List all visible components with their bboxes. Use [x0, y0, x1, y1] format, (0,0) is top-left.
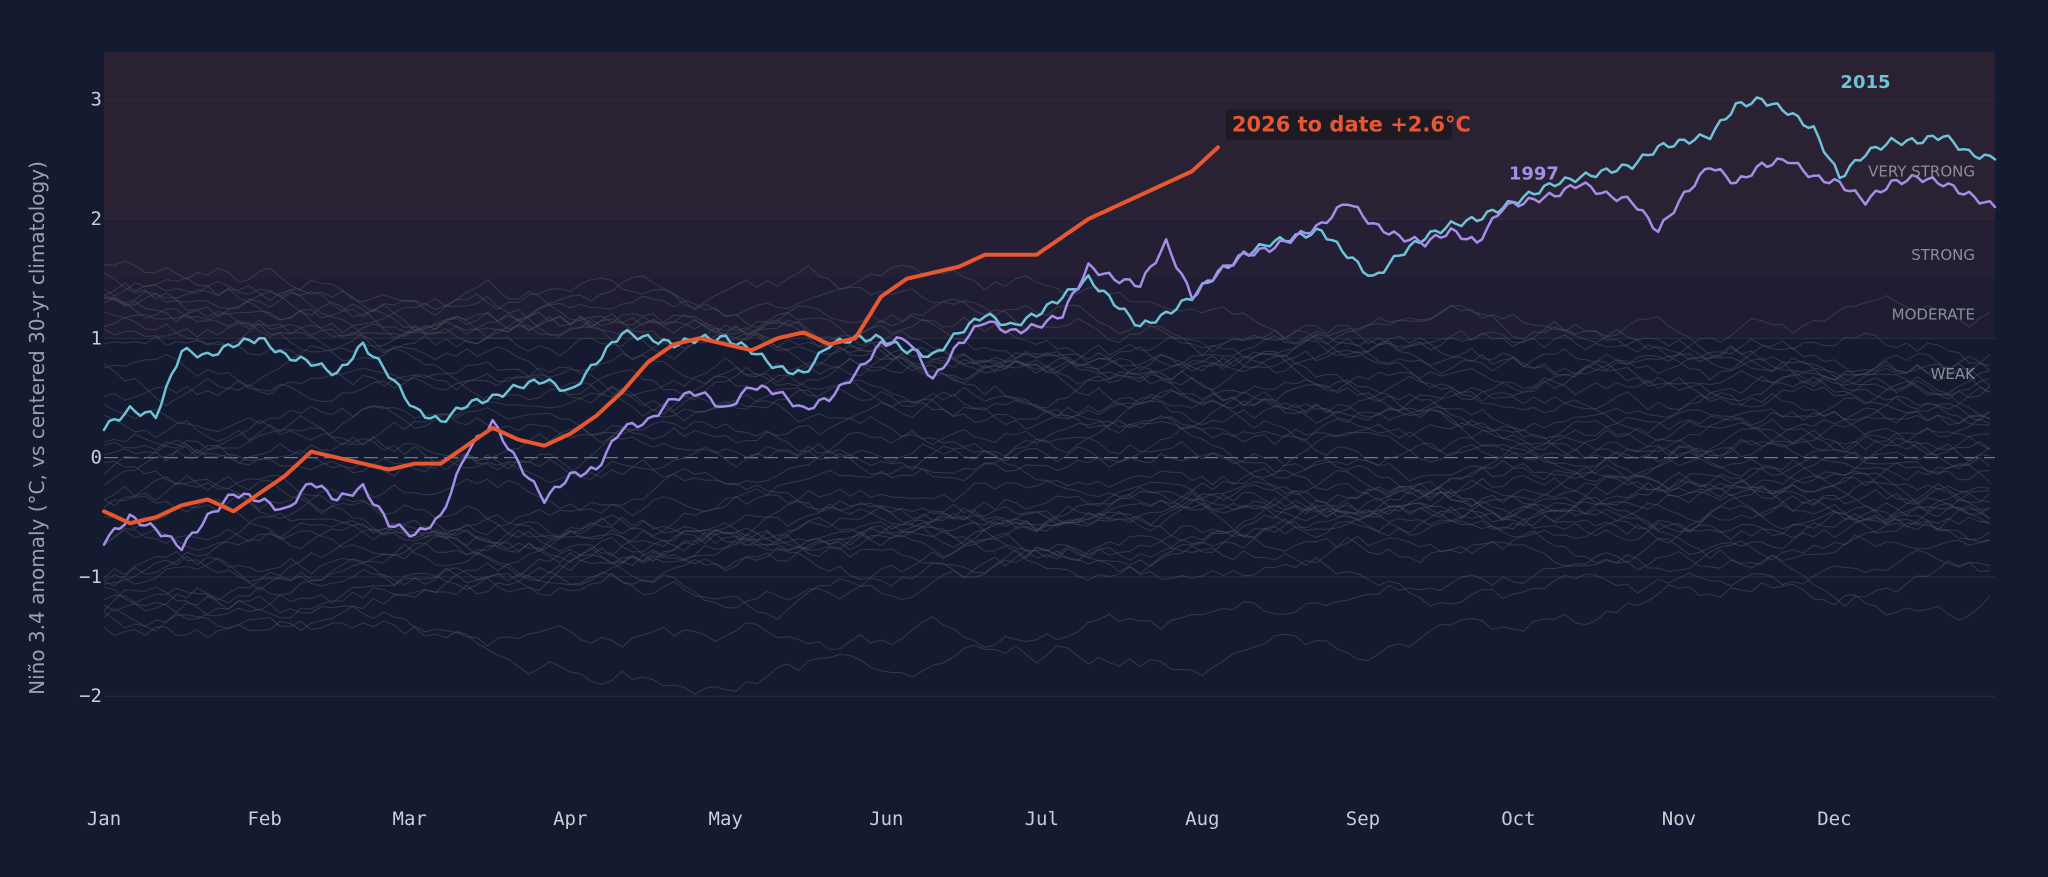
- background-year-line: [103, 317, 1991, 521]
- background-year-line: [103, 457, 1991, 591]
- x-tick-label: Jan: [87, 808, 121, 830]
- background-year-line: [103, 479, 1990, 591]
- background-year-line: [103, 277, 1990, 376]
- background-year-line: [103, 474, 1990, 607]
- grid-lines: [104, 99, 1995, 697]
- background-year-line: [103, 324, 1991, 401]
- x-axis-ticks: Jan Feb Mar Apr May Jun Jul Aug Sep Oct Nov Dec: [87, 808, 1852, 830]
- highlight-series: [102, 96, 1997, 552]
- y-axis-ticks: −2 −1 0 1 2 3: [79, 89, 102, 707]
- background-year-lines: [103, 260, 1991, 695]
- y-axis-label: Niño 3.4 anomaly (°C, vs centered 30-yr …: [25, 161, 49, 695]
- annotation-2026-bg: [1225, 109, 1452, 140]
- background-year-line: [103, 282, 1991, 409]
- background-year-line: [103, 370, 1990, 450]
- background-year-line: [103, 332, 1991, 420]
- background-year-line: [103, 404, 1990, 567]
- x-tick-label: Jul: [1025, 808, 1059, 830]
- y-tick-label: 0: [91, 447, 102, 469]
- y-tick-label: 2: [91, 208, 102, 230]
- background-year-line: [103, 582, 1991, 695]
- annotation-2015: 2015: [1840, 72, 1890, 93]
- series-line-2015: [102, 96, 1997, 432]
- background-year-line: [103, 482, 1990, 619]
- x-tick-label: May: [709, 808, 743, 830]
- band-label-very-strong: VERY STRONG: [1868, 162, 1975, 180]
- x-tick-label: Sep: [1346, 808, 1380, 830]
- background-year-line: [103, 376, 1990, 486]
- background-year-line: [103, 492, 1991, 651]
- background-year-line: [103, 295, 1991, 393]
- y-tick-label: −1: [79, 566, 102, 588]
- background-year-line: [103, 414, 1990, 498]
- x-tick-label: Dec: [1817, 808, 1851, 830]
- y-tick-label: −2: [79, 685, 102, 707]
- y-tick-label: 3: [91, 89, 102, 111]
- background-year-line: [103, 440, 1990, 585]
- background-year-line: [103, 502, 1991, 632]
- series-line-1997: [102, 157, 1997, 552]
- x-tick-label: Apr: [553, 808, 587, 830]
- background-year-line: [103, 297, 1990, 503]
- background-year-line: [103, 491, 1990, 607]
- background-year-line: [103, 409, 1991, 522]
- background-year-line: [103, 499, 1990, 581]
- y-tick-label: 1: [91, 327, 102, 349]
- band-labels: WEAK MODERATE STRONG VERY STRONG: [1868, 162, 1976, 383]
- band-label-moderate: MODERATE: [1892, 305, 1975, 323]
- band-strong: [104, 219, 1995, 279]
- band-label-weak: WEAK: [1931, 365, 1977, 383]
- band-weak: [104, 338, 1995, 398]
- background-year-line: [103, 272, 1990, 396]
- background-year-line: [103, 260, 1991, 388]
- x-tick-label: Feb: [247, 808, 281, 830]
- background-year-line: [103, 390, 1990, 481]
- band-very-strong: [104, 52, 1995, 220]
- intensity-bands: [104, 52, 1995, 732]
- series-line-2026-to-date: [102, 145, 1220, 526]
- background-year-line: [103, 279, 1991, 415]
- x-tick-label: Nov: [1662, 808, 1696, 830]
- background-year-line: [103, 408, 1991, 482]
- background-year-line: [103, 305, 1991, 407]
- background-year-line: [103, 440, 1991, 564]
- band-label-strong: STRONG: [1911, 246, 1975, 264]
- x-tick-label: Aug: [1185, 808, 1219, 830]
- annotation-1997: 1997: [1509, 164, 1559, 185]
- annotation-2026: 2026 to date +2.6°C: [1232, 113, 1471, 137]
- background-year-line: [103, 413, 1990, 541]
- background-year-line: [103, 481, 1991, 612]
- x-tick-label: Mar: [393, 808, 427, 830]
- x-tick-label: Jun: [869, 808, 903, 830]
- x-tick-label: Oct: [1501, 808, 1535, 830]
- annotations: 2026 to date +2.6°C 2015 1997: [1225, 72, 1891, 185]
